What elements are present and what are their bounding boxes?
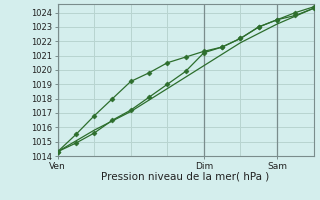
X-axis label: Pression niveau de la mer( hPa ): Pression niveau de la mer( hPa ) bbox=[101, 172, 270, 182]
